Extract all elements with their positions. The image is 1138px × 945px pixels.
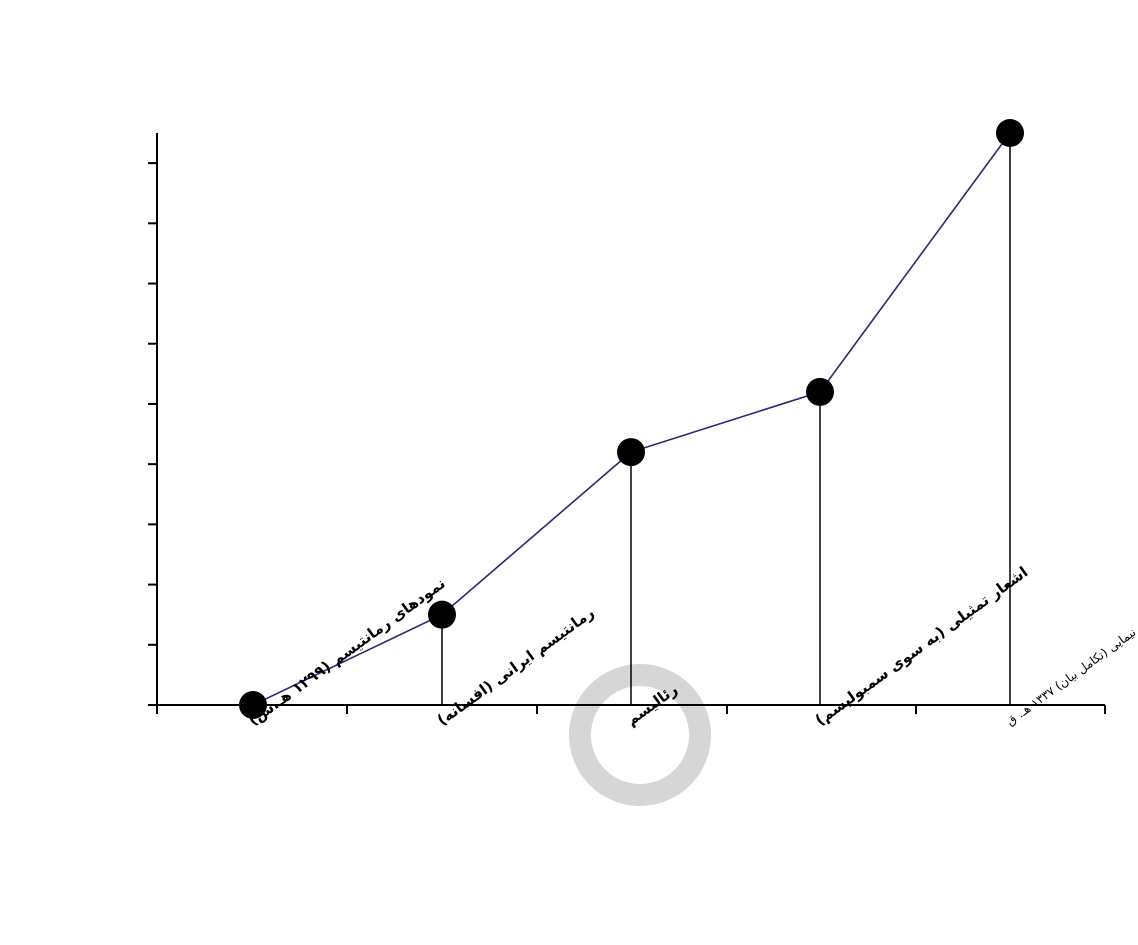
x-tick-label: رمانتیسم ایرانی (افسانه): [434, 603, 598, 729]
watermark-center-ring: [569, 664, 711, 806]
series-group: [239, 119, 1024, 719]
data-point: [428, 600, 456, 629]
data-point: [617, 438, 645, 467]
y-ticks: [148, 162, 157, 706]
watermark-rosette-icon: [569, 664, 711, 806]
data-point: [239, 691, 267, 719]
x-ticks: [156, 705, 1106, 714]
data-point: [996, 119, 1024, 147]
x-tick-label: سمبولیسم نیمایی (تکامل بیان) ۱۳۳۷ هـ. ق: [1004, 592, 1138, 729]
data-point: [806, 377, 834, 406]
drop-lines: [441, 133, 1011, 705]
axes: [156, 133, 1105, 706]
